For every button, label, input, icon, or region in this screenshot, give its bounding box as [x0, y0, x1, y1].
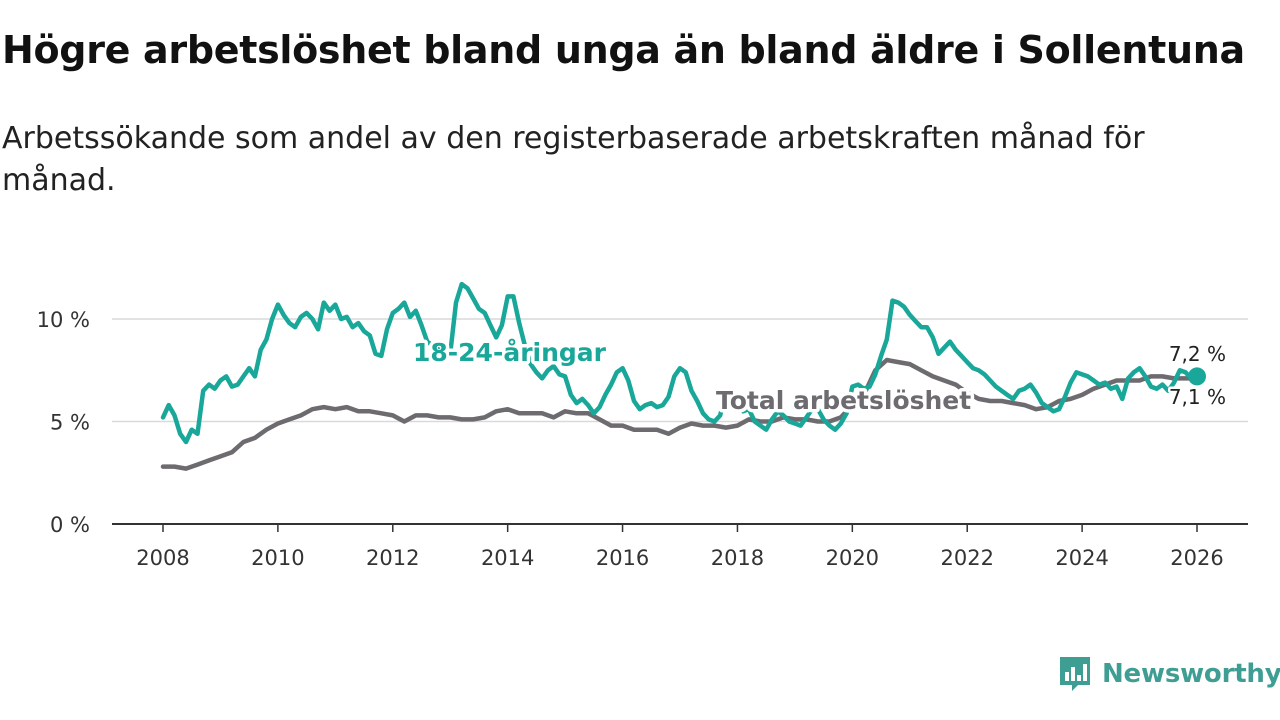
- y-tick-label: 5 %: [50, 411, 90, 435]
- series-labels: 18-24-åringar Total arbetslöshet 7,2 % 7,1 …: [410, 335, 1229, 419]
- brand-logo: Newsworthy: [1058, 654, 1280, 694]
- series-label-youth: 18-24-åringar: [413, 338, 607, 367]
- x-tick-label: 2014: [481, 546, 534, 570]
- series-label-total: Total arbetslöshet: [716, 386, 971, 415]
- x-tick-label: 2016: [596, 546, 649, 570]
- series-lines: [160, 281, 1206, 471]
- end-value-total: 7,1 %: [1169, 385, 1226, 409]
- y-tick-label: 10 %: [37, 308, 90, 332]
- axes: 0 % 5 % 10 % 2008 2010 2012 2014 2016 2018 2020 20…: [37, 308, 1248, 570]
- chart-title: Högre arbetslöshet bland unga än bland ä…: [2, 28, 1245, 72]
- x-tick-label: 2024: [1055, 546, 1108, 570]
- chart-subtitle: Arbetssökande som andel av den registerb…: [2, 121, 1145, 198]
- series-line-total: [160, 357, 1200, 471]
- x-tick-label: 2018: [711, 546, 764, 570]
- series-endpoint-youth: [1188, 367, 1206, 386]
- x-tick-label: 2008: [136, 546, 189, 570]
- end-value-youth: 7,2 %: [1169, 342, 1226, 366]
- x-tick-label: 2020: [826, 546, 879, 570]
- y-tick-label: 0 %: [50, 513, 90, 537]
- x-tick-label: 2012: [366, 546, 419, 570]
- x-tick-label: 2026: [1170, 546, 1223, 570]
- x-tick-label: 2010: [251, 546, 304, 570]
- series-line-youth: [160, 281, 1200, 445]
- brand-name: Newsworthy: [1102, 659, 1280, 689]
- x-tick-label: 2022: [940, 546, 993, 570]
- bar-chart-icon: [1060, 657, 1090, 691]
